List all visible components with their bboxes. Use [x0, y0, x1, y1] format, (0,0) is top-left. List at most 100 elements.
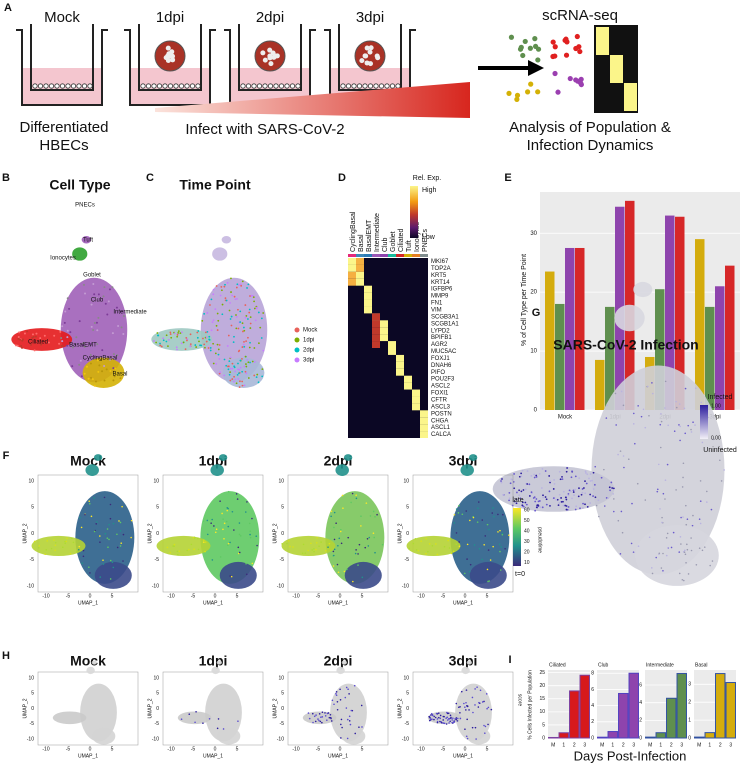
umap-dot — [198, 340, 200, 343]
umap-dot — [178, 550, 181, 553]
label: 50 — [524, 518, 530, 524]
umap-dot — [111, 286, 114, 289]
umap-dot — [208, 717, 211, 720]
label: CALCA — [431, 432, 451, 438]
umap-dot — [592, 495, 594, 497]
umap-dot — [71, 346, 74, 349]
umap-dot — [549, 504, 551, 507]
umap-dot — [535, 498, 538, 500]
label: 25 — [539, 670, 545, 676]
cluster-dot — [518, 44, 524, 50]
umap-dot — [206, 330, 209, 333]
umap-dot — [243, 384, 246, 387]
umap-dot — [541, 506, 544, 509]
cell — [145, 83, 152, 89]
umap-frame — [287, 474, 389, 593]
umap-dot — [345, 707, 348, 709]
umap-dot — [659, 508, 661, 510]
umap-dot — [223, 358, 226, 361]
umap-dot — [243, 340, 245, 343]
cell — [340, 83, 346, 89]
strip — [645, 660, 687, 669]
label: -10 — [417, 593, 424, 599]
umap-dot — [83, 345, 86, 348]
label: -10 — [167, 746, 174, 752]
umap-dot — [240, 284, 243, 287]
umap-dot — [91, 378, 94, 381]
label: -10 — [152, 736, 159, 742]
umap-arm — [52, 711, 87, 725]
umap-dot — [176, 335, 179, 338]
umap-dot — [560, 497, 563, 499]
umap-dot — [107, 546, 109, 549]
umap-body — [80, 683, 117, 742]
umap-dot — [108, 288, 111, 291]
umap-dot — [193, 548, 195, 551]
umap-dot — [637, 405, 639, 407]
umap-top2 — [91, 660, 97, 665]
umap-dot — [223, 285, 226, 288]
umap-dot — [189, 333, 192, 336]
umap-dot — [466, 543, 469, 546]
umap-dot — [78, 320, 81, 323]
label: t=0 — [515, 571, 525, 578]
umap-dot — [518, 494, 521, 497]
umap-dot — [241, 370, 244, 373]
umap-dot — [699, 522, 702, 525]
umap-dot — [244, 304, 247, 306]
umap-dot — [617, 453, 619, 456]
umap-dot — [99, 541, 101, 543]
cell — [54, 83, 60, 89]
umap-dot — [215, 362, 218, 365]
label: -5 — [405, 721, 410, 727]
umap-dot — [79, 359, 82, 362]
umap-dot — [691, 524, 694, 527]
umap-dot — [451, 721, 453, 724]
umap-dot — [307, 712, 310, 714]
umap-dot — [249, 322, 252, 325]
umap-dot — [508, 499, 510, 502]
umap-dot — [243, 345, 246, 348]
umap-dot — [18, 331, 21, 334]
umap-dot — [118, 520, 120, 522]
label: 2 — [719, 742, 722, 748]
label: POSTN — [431, 411, 452, 417]
umap-dot — [234, 298, 237, 301]
umap-dot — [364, 546, 367, 549]
umap-dot — [465, 510, 468, 512]
umap-dot — [544, 470, 547, 472]
label: -5 — [316, 746, 321, 752]
umap-dot — [235, 286, 238, 289]
umap-dot — [690, 428, 692, 431]
umap-dot — [533, 473, 536, 476]
umap-dot — [562, 500, 564, 503]
umap-dot — [96, 329, 99, 332]
legend-swatch — [294, 347, 300, 353]
umap-dot — [235, 327, 238, 330]
umap-dot — [344, 696, 347, 699]
umap-dot — [210, 329, 213, 332]
umap-top — [461, 666, 470, 675]
umap-dot — [204, 346, 206, 349]
label: UMAP_2 — [147, 523, 153, 543]
umap-dot — [213, 525, 215, 527]
umap-dot — [77, 548, 80, 551]
umap-dot — [209, 304, 211, 306]
umap-dot — [612, 493, 615, 495]
label: -5 — [280, 721, 285, 727]
umap-dot — [446, 719, 449, 721]
label: CHGA — [431, 418, 448, 424]
umap-dot — [216, 312, 219, 315]
umap-dot — [619, 450, 622, 452]
umap-dot — [574, 488, 577, 491]
umap-dot — [247, 336, 249, 339]
umap-dot — [180, 342, 183, 345]
umap-dot — [205, 340, 208, 343]
umap-dot — [560, 500, 563, 503]
heat-cell — [348, 271, 356, 279]
umap-dot — [589, 480, 592, 482]
umap-dot — [89, 353, 92, 356]
umap-dot — [552, 488, 555, 490]
umap-dot — [515, 502, 518, 505]
umap-dot — [238, 533, 241, 536]
